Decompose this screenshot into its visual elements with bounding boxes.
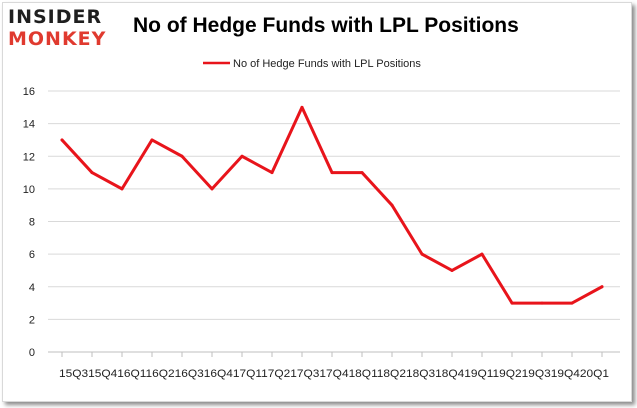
x-axis-labels: 15Q315Q416Q116Q216Q316Q417Q117Q217Q317Q4…: [59, 368, 609, 380]
y-tick-label: 10: [23, 184, 35, 196]
data-point: [540, 301, 544, 305]
data-point: [480, 252, 484, 256]
series-group: [60, 105, 604, 305]
data-point: [240, 154, 244, 158]
data-point: [60, 138, 64, 142]
data-point: [510, 301, 514, 305]
data-point: [270, 171, 274, 175]
y-tick-label: 0: [29, 347, 35, 359]
data-point: [90, 171, 94, 175]
y-tick-label: 12: [23, 151, 35, 163]
chart-frame: [2, 2, 632, 402]
logo-line-2: MONKEY: [8, 28, 107, 50]
y-tick-label: 4: [29, 282, 35, 294]
logo-line-1: INSIDER: [8, 6, 103, 28]
data-point: [330, 171, 334, 175]
data-point: [210, 187, 214, 191]
data-point: [570, 301, 574, 305]
data-point: [600, 285, 604, 289]
y-tick-label: 16: [23, 86, 35, 98]
legend: No of Hedge Funds with LPL Positions: [203, 58, 421, 70]
insider-monkey-logo: INSIDER MONKEY: [8, 8, 123, 49]
data-point: [420, 252, 424, 256]
chart-title: No of Hedge Funds with LPL Positions: [133, 14, 519, 37]
data-point: [390, 203, 394, 207]
data-point: [450, 268, 454, 272]
y-tick-label: 2: [29, 314, 35, 326]
data-point: [300, 105, 304, 109]
y-tick-label: 8: [29, 217, 35, 229]
y-tick-label: 6: [29, 249, 35, 261]
gridlines: [48, 90, 620, 320]
legend-label: No of Hedge Funds with LPL Positions: [233, 58, 421, 70]
data-point: [180, 154, 184, 158]
y-axis: 0 2 4 6 8 10 12 14 16: [23, 86, 35, 359]
data-point: [120, 187, 124, 191]
data-point: [360, 171, 364, 175]
series-line: [60, 105, 604, 305]
x-axis-ticks: [61, 352, 603, 357]
data-point: [150, 138, 154, 142]
y-tick-label: 14: [23, 119, 35, 131]
